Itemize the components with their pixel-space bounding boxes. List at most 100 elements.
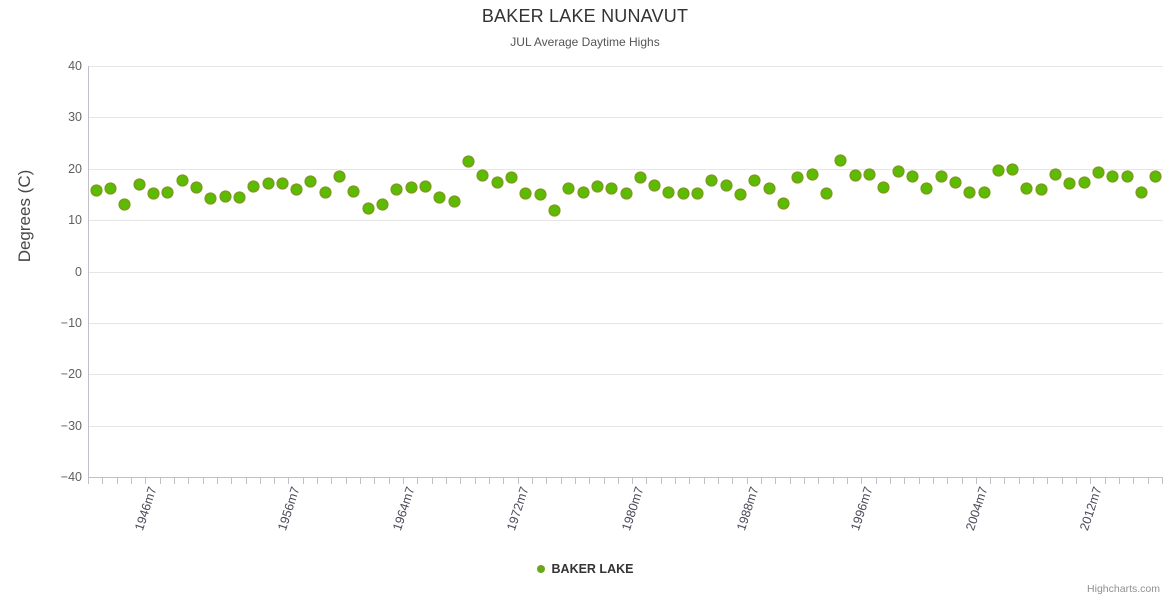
data-point[interactable] (363, 203, 373, 213)
data-point[interactable] (549, 206, 559, 216)
y-axis-tick-label: −20 (60, 367, 82, 382)
data-point[interactable] (492, 178, 502, 188)
data-point[interactable] (979, 188, 989, 198)
data-point[interactable] (449, 197, 459, 207)
data-point[interactable] (105, 183, 115, 193)
data-point[interactable] (234, 193, 244, 203)
data-point[interactable] (750, 176, 760, 186)
data-point[interactable] (950, 178, 960, 188)
data-point[interactable] (349, 186, 359, 196)
data-point[interactable] (535, 189, 545, 199)
data-point[interactable] (1122, 171, 1132, 181)
data-point[interactable] (220, 191, 230, 201)
x-axis-tick (1162, 477, 1163, 484)
x-axis-tick (990, 477, 992, 484)
data-point[interactable] (421, 182, 431, 192)
data-point[interactable] (836, 155, 846, 165)
data-point[interactable] (850, 170, 860, 180)
data-point[interactable] (134, 179, 144, 189)
data-point[interactable] (506, 172, 516, 182)
data-point[interactable] (893, 167, 903, 177)
data-point[interactable] (721, 180, 731, 190)
x-axis-tick (703, 477, 705, 484)
data-point[interactable] (993, 166, 1003, 176)
data-point[interactable] (1079, 178, 1089, 188)
data-point[interactable] (191, 182, 201, 192)
data-point[interactable] (907, 172, 917, 182)
data-point[interactable] (707, 175, 717, 185)
data-point[interactable] (564, 184, 574, 194)
x-axis-tick (130, 477, 132, 484)
data-point[interactable] (1065, 179, 1075, 189)
data-point[interactable] (120, 200, 130, 210)
x-axis-tick (517, 477, 519, 484)
data-point[interactable] (1151, 172, 1161, 182)
data-point[interactable] (263, 178, 273, 188)
data-point[interactable] (779, 199, 789, 209)
x-axis-tick (274, 477, 276, 484)
chart-legend: BAKER LAKE (0, 562, 1170, 576)
x-axis-tick (603, 477, 605, 484)
x-axis-tick (1061, 477, 1063, 484)
x-axis-tick-label: 1964m7 (390, 485, 418, 533)
gridline-y (89, 220, 1163, 222)
x-axis-tick (1004, 477, 1006, 484)
data-point[interactable] (936, 171, 946, 181)
x-axis-tick (417, 477, 419, 484)
data-point[interactable] (922, 184, 932, 194)
data-point[interactable] (463, 157, 473, 167)
data-point[interactable] (435, 192, 445, 202)
data-point[interactable] (635, 173, 645, 183)
data-point[interactable] (821, 189, 831, 199)
data-point[interactable] (764, 184, 774, 194)
data-point[interactable] (1137, 188, 1147, 198)
x-axis-tick (431, 477, 433, 484)
data-point[interactable] (406, 182, 416, 192)
data-point[interactable] (163, 188, 173, 198)
x-axis-tick (718, 477, 720, 484)
data-point[interactable] (965, 187, 975, 197)
chart-title: BAKER LAKE NUNAVUT (481, 6, 689, 26)
data-point[interactable] (1022, 183, 1032, 193)
x-axis-tick (302, 477, 304, 484)
data-point[interactable] (521, 189, 531, 199)
data-point[interactable] (292, 185, 302, 195)
x-axis-tick (918, 477, 920, 484)
data-point[interactable] (736, 189, 746, 199)
data-point[interactable] (864, 169, 874, 179)
data-point[interactable] (1094, 168, 1104, 178)
data-point[interactable] (1051, 170, 1061, 180)
data-point[interactable] (1008, 164, 1018, 174)
data-point[interactable] (578, 187, 588, 197)
data-point[interactable] (621, 188, 631, 198)
data-point[interactable] (793, 173, 803, 183)
data-point[interactable] (1036, 184, 1046, 194)
data-point[interactable] (807, 170, 817, 180)
data-point[interactable] (664, 187, 674, 197)
data-point[interactable] (206, 193, 216, 203)
y-axis-tick-label: 30 (68, 110, 82, 125)
data-point[interactable] (177, 175, 187, 185)
x-axis-tick (1033, 477, 1035, 484)
data-point[interactable] (91, 186, 101, 196)
data-point[interactable] (378, 200, 388, 210)
data-point[interactable] (320, 187, 330, 197)
x-axis-tick-label: 1946m7 (132, 485, 160, 533)
data-point[interactable] (1108, 172, 1118, 182)
data-point[interactable] (277, 179, 287, 189)
data-point[interactable] (879, 182, 889, 192)
data-point[interactable] (678, 189, 688, 199)
data-point[interactable] (148, 188, 158, 198)
data-point[interactable] (335, 172, 345, 182)
data-point[interactable] (693, 188, 703, 198)
data-point[interactable] (249, 181, 259, 191)
data-point[interactable] (592, 182, 602, 192)
data-point[interactable] (392, 184, 402, 194)
legend-item-baker-lake[interactable]: BAKER LAKE (536, 562, 633, 576)
data-point[interactable] (607, 184, 617, 194)
data-point[interactable] (306, 177, 316, 187)
data-point[interactable] (478, 171, 488, 181)
gridline-y (89, 168, 1163, 170)
x-axis-tick (861, 477, 863, 484)
data-point[interactable] (650, 180, 660, 190)
